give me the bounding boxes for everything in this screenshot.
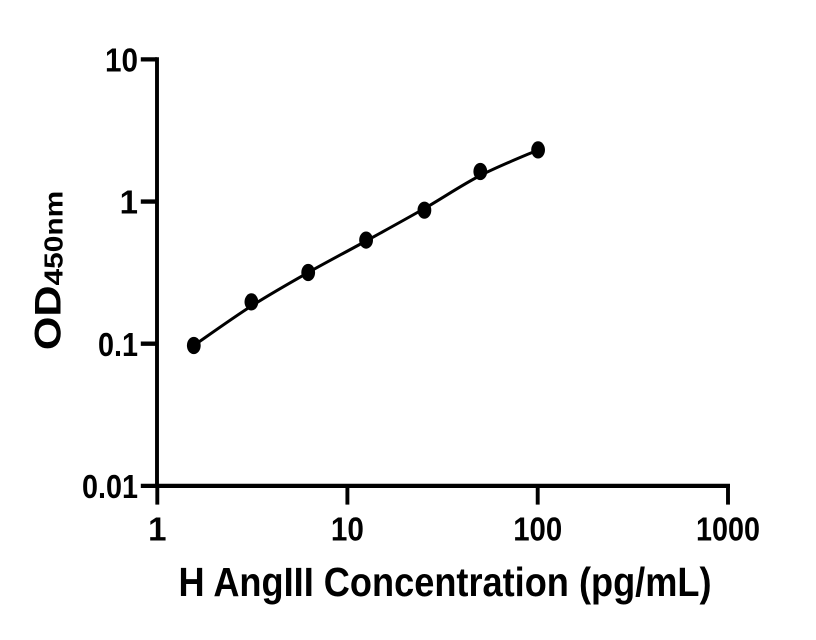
svg-text:1: 1 bbox=[148, 510, 166, 547]
svg-text:OD450nm: OD450nm bbox=[26, 191, 69, 350]
svg-text:100: 100 bbox=[513, 510, 562, 547]
svg-text:10: 10 bbox=[105, 42, 138, 79]
svg-text:0.1: 0.1 bbox=[98, 326, 138, 363]
svg-text:1000: 1000 bbox=[696, 510, 760, 547]
svg-text:0.01: 0.01 bbox=[82, 468, 138, 505]
svg-text:H AngIII Concentration (pg/mL): H AngIII Concentration (pg/mL) bbox=[179, 559, 712, 605]
svg-text:1: 1 bbox=[120, 184, 138, 221]
svg-text:10: 10 bbox=[331, 510, 364, 547]
